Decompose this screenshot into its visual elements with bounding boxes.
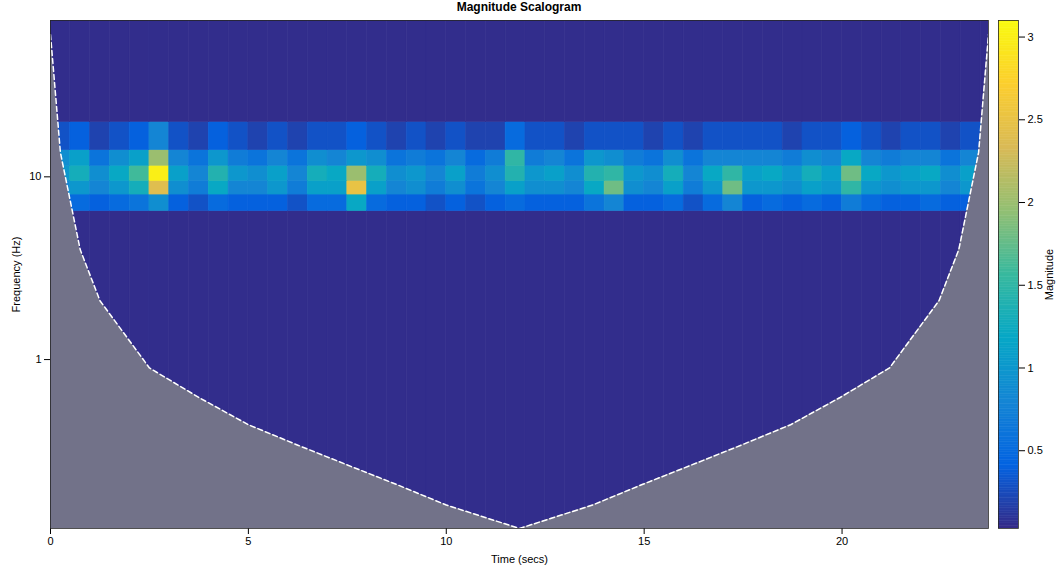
svg-text:10: 10 (440, 535, 452, 547)
svg-text:3: 3 (1028, 31, 1034, 43)
svg-text:Frequency (Hz): Frequency (Hz) (10, 237, 22, 313)
svg-text:15: 15 (638, 535, 650, 547)
svg-text:Time (secs): Time (secs) (491, 553, 548, 565)
svg-text:1: 1 (1028, 362, 1034, 374)
svg-text:20: 20 (836, 535, 848, 547)
svg-text:0.5: 0.5 (1028, 444, 1043, 456)
svg-text:Magnitude: Magnitude (1043, 249, 1055, 300)
svg-text:10: 10 (29, 170, 41, 182)
svg-text:2: 2 (1028, 196, 1034, 208)
svg-text:2.5: 2.5 (1028, 113, 1043, 125)
svg-text:1: 1 (35, 353, 41, 365)
svg-text:1.5: 1.5 (1028, 279, 1043, 291)
svg-text:0: 0 (47, 535, 53, 547)
html-text:Magnitude Scalogram: Magnitude Scalogram (456, 0, 582, 14)
svg-text:5: 5 (245, 535, 251, 547)
